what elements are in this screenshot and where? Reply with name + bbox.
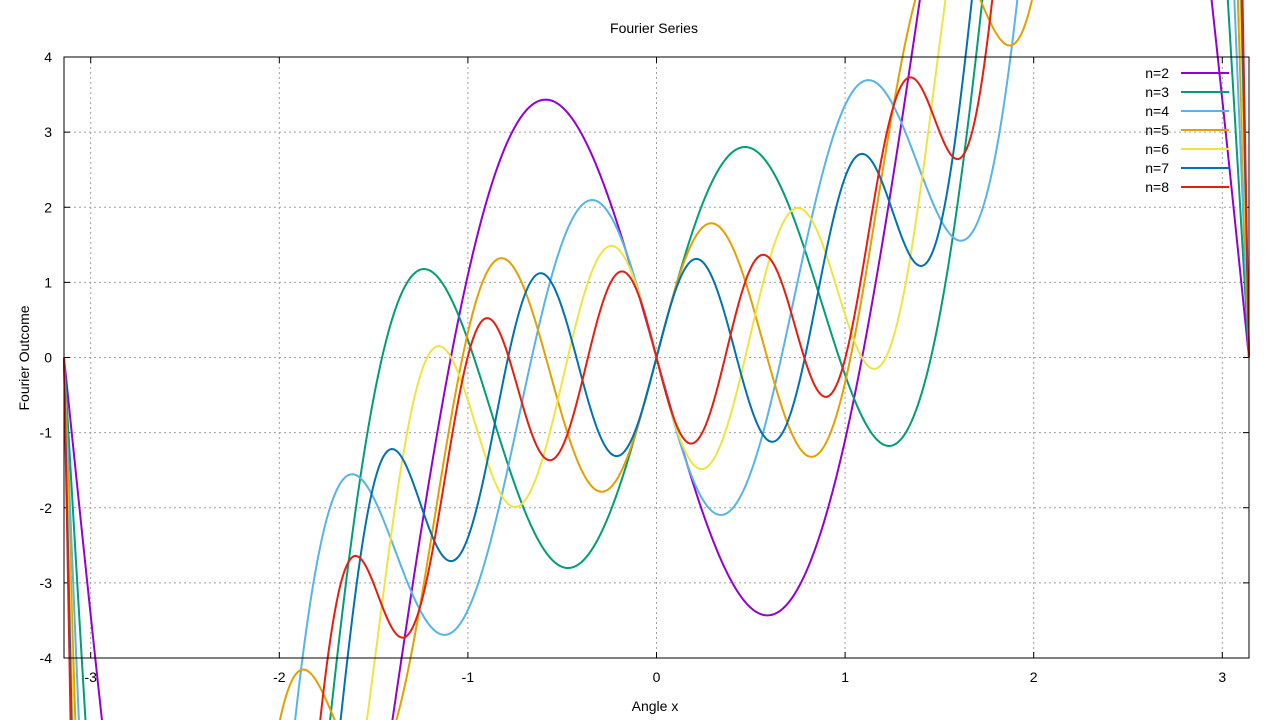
y-tick-label: 0 xyxy=(44,350,52,366)
legend-label: n=3 xyxy=(1145,84,1169,100)
legend-label: n=7 xyxy=(1145,160,1169,176)
axis-ticks: -3 -2 -1 0 1 2 3 -4 -3 -2 -1 0 1 2 3 4 xyxy=(40,49,1249,685)
y-tick-label: 3 xyxy=(44,124,52,140)
series-layer xyxy=(63,0,1250,720)
x-tick-label: 1 xyxy=(841,669,849,685)
legend-label: n=6 xyxy=(1145,141,1169,157)
x-axis-label: Angle x xyxy=(632,698,679,714)
x-tick-label: 2 xyxy=(1030,669,1038,685)
y-tick-label: -4 xyxy=(40,650,53,666)
y-tick-label: -1 xyxy=(40,425,53,441)
legend-label: n=8 xyxy=(1145,179,1169,195)
legend-label: n=2 xyxy=(1145,65,1169,81)
plot-frame xyxy=(63,56,1250,659)
y-tick-label: 1 xyxy=(44,274,52,290)
legend-label: n=4 xyxy=(1145,103,1169,119)
x-tick-label: 3 xyxy=(1218,669,1226,685)
legend: n=2 n=3 n=4 n=5 n=6 n=7 n=8 xyxy=(1145,65,1229,195)
y-tick-label: -3 xyxy=(40,575,53,591)
series-line-n8 xyxy=(63,0,1250,720)
x-tick-label: -3 xyxy=(84,669,97,685)
legend-label: n=5 xyxy=(1145,122,1169,138)
x-tick-label: 0 xyxy=(653,669,661,685)
x-tick-label: -2 xyxy=(273,669,286,685)
y-tick-label: 2 xyxy=(44,199,52,215)
y-axis-label: Fourier Outcome xyxy=(16,305,32,410)
y-tick-label: 4 xyxy=(44,49,52,65)
x-tick-label: -1 xyxy=(462,669,475,685)
y-tick-label: -2 xyxy=(40,500,53,516)
chart-title: Fourier Series xyxy=(610,20,698,36)
